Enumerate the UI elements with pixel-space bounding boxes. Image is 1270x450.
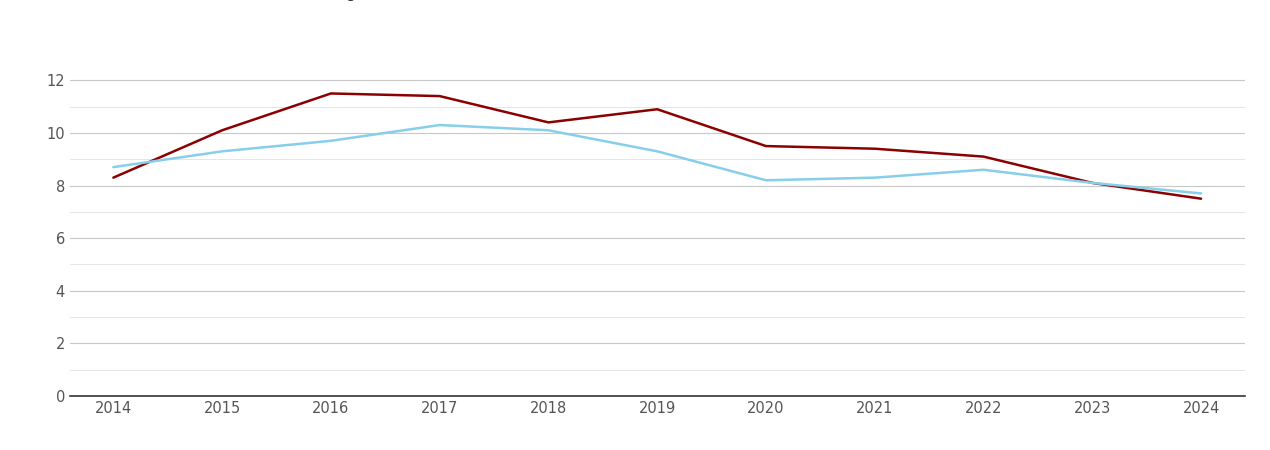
England & Wales crime rate [324,138,339,144]
HD, Huddersfield [758,144,773,149]
England & Wales crime rate [105,164,121,170]
England & Wales crime rate [758,178,773,183]
England & Wales crime rate [975,167,991,172]
England & Wales crime rate [1194,191,1209,196]
HD, Huddersfield [1085,180,1100,185]
England & Wales crime rate [432,122,447,128]
England & Wales crime rate [867,175,883,180]
England & Wales crime rate [215,148,230,154]
HD, Huddersfield [324,91,339,96]
HD, Huddersfield [867,146,883,151]
Legend: HD, Huddersfield, England & Wales crime rate: HD, Huddersfield, England & Wales crime … [77,0,541,1]
HD, Huddersfield [105,175,121,180]
England & Wales crime rate [1085,180,1100,185]
HD, Huddersfield [432,94,447,99]
Line: England & Wales crime rate: England & Wales crime rate [113,125,1201,194]
HD, Huddersfield [1194,196,1209,202]
HD, Huddersfield [650,107,665,112]
England & Wales crime rate [541,128,556,133]
England & Wales crime rate [650,148,665,154]
HD, Huddersfield [975,154,991,159]
HD, Huddersfield [541,120,556,125]
Line: HD, Huddersfield: HD, Huddersfield [113,94,1201,199]
HD, Huddersfield [215,128,230,133]
